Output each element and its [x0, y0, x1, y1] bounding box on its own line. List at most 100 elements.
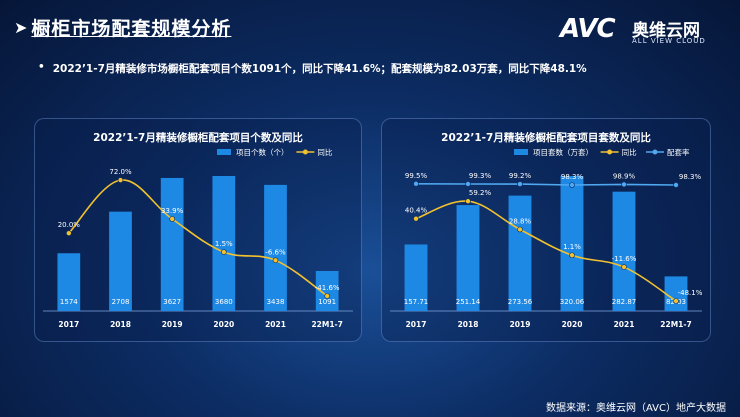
x-tick-label: 2017	[406, 320, 427, 329]
bar-value-label: 3680	[215, 298, 233, 306]
bar-value-label: 251.14	[456, 298, 481, 306]
x-tick-label: 2020	[562, 320, 583, 329]
legend-swatch-marker	[652, 149, 658, 155]
yoy-label: 1.1%	[563, 243, 581, 251]
rate-marker	[673, 182, 679, 188]
legend-swatch-marker	[302, 149, 308, 155]
bar-value-label: 2708	[112, 298, 130, 306]
yoy-label: 72.0%	[109, 168, 132, 176]
rate-label: 98.3%	[561, 173, 584, 181]
legend-label: 同比	[622, 147, 638, 157]
logo-chinese-name: 奥维云网	[632, 21, 700, 41]
bar	[315, 270, 339, 311]
arrow-icon: ➤	[14, 18, 28, 37]
rate-label: 98.9%	[613, 172, 636, 180]
logo-english-name: ALL VIEW CLOUD	[632, 37, 706, 45]
yoy-label: 59.2%	[469, 189, 492, 197]
legend-label: 项目套数（万套）	[533, 147, 593, 157]
x-tick-label: 2020	[213, 320, 234, 329]
x-tick-label: 22M1-7	[660, 320, 691, 329]
yoy-label: 28.8%	[509, 217, 532, 225]
rate-marker	[621, 181, 627, 188]
bar	[212, 176, 236, 311]
yoy-label: 33.9%	[161, 207, 184, 215]
bar	[264, 184, 287, 311]
x-tick-label: 2018	[110, 320, 131, 329]
rate-marker	[517, 181, 523, 187]
yoy-label: 1.5%	[215, 240, 233, 248]
title-row: ➤ 橱柜市场配套规模分析	[14, 14, 231, 41]
x-tick-label: 2021	[614, 320, 635, 329]
bar	[404, 244, 428, 311]
x-tick-label: 2017	[58, 320, 79, 329]
bar-value-label: 282.87	[612, 298, 637, 306]
x-tick-label: 2019	[162, 320, 183, 329]
yoy-marker	[169, 216, 175, 222]
legend-swatch-bar	[514, 149, 528, 155]
rate-label: 99.2%	[509, 172, 532, 180]
bullet-icon: •	[38, 61, 45, 73]
yoy-line	[68, 179, 328, 297]
page-title: 橱柜市场配套规模分析	[31, 18, 232, 40]
bar	[57, 253, 81, 311]
bar	[560, 176, 584, 311]
yoy-label: 40.4%	[405, 207, 428, 215]
yoy-label: -6.6%	[265, 248, 286, 256]
yoy-marker	[517, 226, 523, 233]
yoy-line	[415, 200, 677, 302]
bar	[456, 205, 480, 311]
yoy-marker	[272, 257, 279, 264]
bar-value-label: 273.56	[508, 298, 533, 306]
bar-value-label: 157.71	[404, 298, 429, 306]
yoy-marker	[621, 264, 627, 270]
yoy-marker	[413, 215, 419, 222]
yoy-label: -48.1%	[678, 289, 703, 297]
summary-text: 2022’1-7月精装修市场橱柜配套项目个数1091个，同比下降41.6%；配套…	[52, 63, 587, 75]
bar-value-label: 3438	[267, 298, 285, 306]
legend-swatch-bar	[217, 149, 231, 155]
bar-value-label: 1091	[318, 298, 336, 306]
rate-label: 98.3%	[679, 173, 702, 181]
bar-value-label: 320.06	[560, 298, 585, 306]
x-tick-label: 2021	[265, 320, 286, 329]
yoy-label: -11.6%	[612, 255, 637, 263]
summary-bullet: • 2022’1-7月精装修市场橱柜配套项目个数1091个，同比下降41.6%；…	[38, 61, 587, 76]
yoy-marker	[324, 293, 330, 299]
rate-marker	[569, 182, 575, 188]
rate-marker	[413, 181, 419, 187]
legend-label: 配套率	[667, 147, 690, 157]
yoy-marker	[465, 198, 471, 205]
data-source: 数据来源：奥维云网（AVC）地产大数据	[545, 403, 726, 414]
bar	[612, 191, 636, 311]
x-tick-label: 2018	[458, 320, 479, 329]
rate-label: 99.5%	[405, 172, 428, 180]
chart-panel-units: 2022’1-7月精装修橱柜配套项目套数及同比项目套数（万套） 同比 配套率 2017…	[381, 118, 711, 342]
x-tick-label: 2019	[510, 320, 531, 329]
legend-label: 项目个数（个）	[236, 147, 289, 157]
bar	[664, 276, 688, 311]
yoy-marker	[673, 298, 679, 304]
yoy-marker	[117, 177, 124, 183]
logo-brand: AVC	[560, 14, 616, 44]
rate-line	[415, 183, 677, 186]
x-tick-label: 22M1-7	[311, 320, 342, 329]
bar-value-label: 1574	[60, 298, 78, 306]
legend-swatch-marker	[607, 149, 613, 155]
yoy-label: 20.0%	[58, 221, 81, 229]
yoy-marker	[66, 230, 72, 236]
bar	[160, 177, 184, 311]
bar-value-label: 3627	[163, 298, 181, 306]
avc-logo: AVC 奥维云网 ALL VIEW CLOUD	[560, 14, 720, 48]
bar	[508, 195, 532, 311]
chart-title: 2022’1-7月精装修橱柜配套项目个数及同比	[93, 131, 303, 144]
yoy-label: -41.6%	[315, 284, 340, 292]
yoy-marker	[569, 252, 575, 259]
rate-label: 99.3%	[469, 172, 492, 180]
chart-panel-projects: 2022’1-7月精装修橱柜配套项目个数及同比 项目个数（个） 同比 2017 2018…	[34, 118, 362, 342]
yoy-marker	[221, 249, 227, 255]
rate-marker	[465, 181, 471, 187]
chart-title: 2022’1-7月精装修橱柜配套项目套数及同比	[441, 131, 651, 144]
bar	[109, 211, 132, 311]
